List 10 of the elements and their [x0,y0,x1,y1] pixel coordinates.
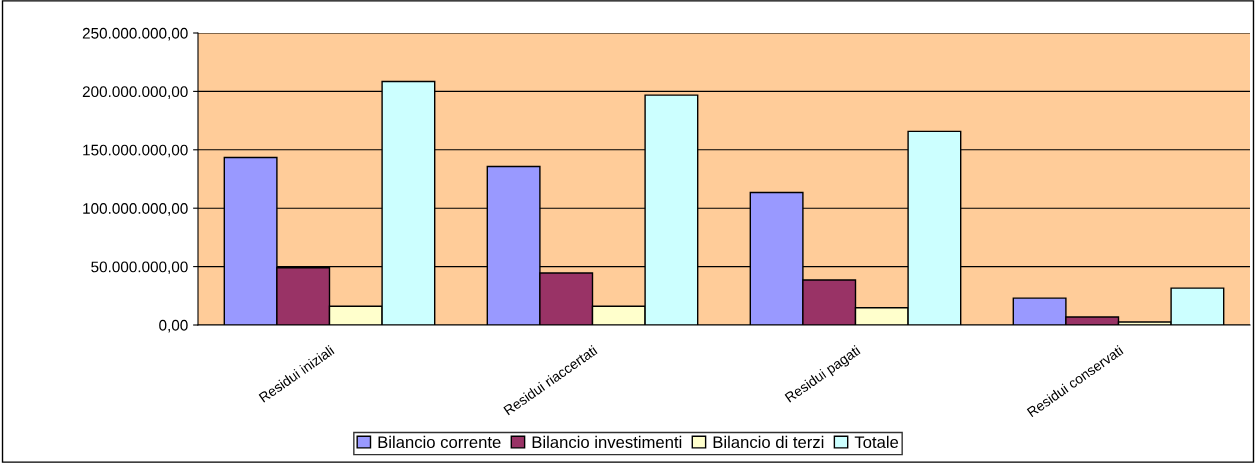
y-tick-label: 100.000.000,00 [83,203,188,216]
legend-label: Bilancio corrente [378,435,501,449]
y-tick-label: 50.000.000,00 [91,261,188,275]
y-tick-label: 200.000.000,00 [82,86,188,99]
y-tick-label: 150.000.000,00 [83,144,188,158]
legend-label: Totale [854,435,899,449]
legend-label: Bilancio di terzi [713,435,824,449]
legend-label: Bilancio investimenti [532,435,682,449]
y-tick-label: 250.000.000,00 [82,27,188,41]
y-tick-label: 0,00 [159,319,188,333]
